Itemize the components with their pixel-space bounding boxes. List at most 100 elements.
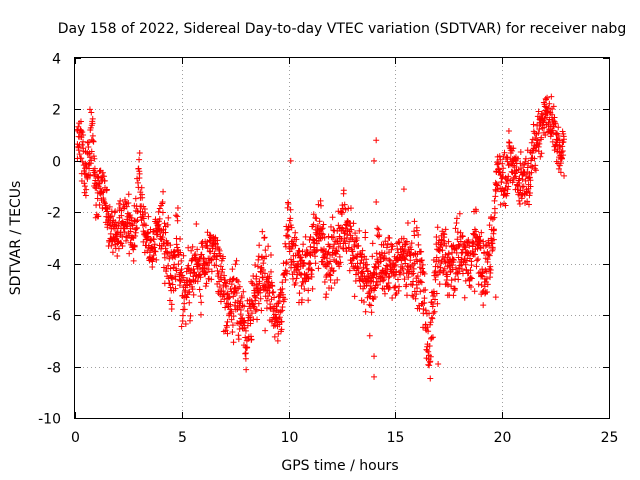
data-point — [223, 283, 230, 290]
data-point — [223, 324, 230, 331]
data-point — [313, 248, 320, 255]
data-point — [402, 256, 409, 263]
data-point — [433, 290, 440, 297]
data-point — [243, 366, 250, 373]
data-point — [193, 221, 200, 228]
data-point — [127, 228, 134, 235]
data-point — [535, 130, 542, 137]
data-point — [459, 233, 466, 240]
data-point — [282, 276, 289, 283]
data-point — [311, 240, 318, 247]
data-point — [119, 242, 126, 249]
data-point — [119, 233, 126, 240]
data-point — [90, 153, 97, 160]
data-point — [367, 302, 374, 309]
data-point — [374, 281, 381, 288]
data-point — [470, 250, 477, 257]
data-point — [279, 279, 286, 286]
data-point — [271, 294, 278, 301]
data-point — [134, 208, 141, 215]
data-point — [486, 252, 493, 259]
data-point — [123, 233, 130, 240]
data-point — [432, 276, 439, 283]
data-point — [161, 220, 168, 227]
data-point — [385, 285, 392, 292]
data-point — [263, 253, 270, 260]
data-point — [471, 251, 478, 258]
data-point — [285, 201, 292, 208]
data-point — [330, 268, 337, 275]
data-point — [356, 277, 363, 284]
data-point — [539, 111, 546, 118]
data-point — [75, 147, 82, 154]
data-point — [321, 234, 328, 241]
data-point — [96, 201, 103, 208]
data-point — [81, 180, 88, 187]
data-point — [129, 222, 136, 229]
data-point — [371, 353, 378, 360]
data-point — [312, 260, 319, 267]
data-point — [95, 180, 102, 187]
data-point — [560, 152, 567, 159]
data-point — [399, 265, 406, 272]
data-point — [242, 327, 249, 334]
data-point — [91, 155, 98, 162]
data-point — [352, 278, 359, 285]
data-point — [80, 138, 87, 145]
data-point — [383, 270, 390, 277]
data-point — [355, 242, 362, 249]
data-point — [330, 227, 337, 234]
data-point — [178, 266, 185, 273]
data-point — [278, 318, 285, 325]
data-point — [91, 165, 98, 172]
data-point — [218, 276, 225, 283]
data-point — [473, 208, 480, 215]
data-point — [285, 226, 292, 233]
data-point — [401, 276, 408, 283]
data-point — [398, 257, 405, 264]
data-point — [76, 151, 83, 158]
data-point — [278, 326, 285, 333]
data-point — [94, 195, 101, 202]
data-point — [108, 242, 115, 249]
data-point — [402, 241, 409, 248]
data-point — [255, 253, 262, 260]
data-point — [457, 262, 464, 269]
data-point — [316, 218, 323, 225]
data-point — [456, 210, 463, 217]
data-point — [541, 124, 548, 131]
data-point — [526, 174, 533, 181]
data-point — [373, 199, 380, 205]
data-point — [230, 313, 237, 320]
y-tick-label: 4 — [52, 52, 61, 68]
data-point — [100, 188, 107, 195]
data-point — [162, 229, 169, 236]
x-axis-label: GPS time / hours — [281, 458, 398, 474]
data-point — [187, 312, 194, 319]
data-point — [154, 222, 161, 229]
data-point — [421, 295, 428, 302]
data-point — [408, 240, 415, 247]
data-point — [493, 181, 500, 188]
data-point — [197, 311, 204, 318]
data-point — [431, 308, 438, 315]
data-point — [561, 172, 568, 179]
data-point — [146, 249, 153, 256]
data-point — [454, 270, 461, 277]
data-point — [156, 205, 163, 212]
data-point — [425, 348, 432, 355]
data-point — [176, 282, 183, 289]
data-point — [371, 294, 378, 301]
data-point — [528, 169, 535, 176]
data-point — [473, 228, 480, 235]
data-point — [104, 221, 111, 228]
data-point — [429, 334, 436, 341]
data-point — [377, 278, 384, 285]
data-point — [359, 247, 366, 254]
data-point — [125, 191, 132, 198]
data-point — [535, 108, 542, 115]
data-point — [167, 242, 174, 249]
data-point — [126, 250, 133, 257]
y-tick-label: -10 — [38, 412, 61, 428]
data-point — [360, 285, 367, 292]
